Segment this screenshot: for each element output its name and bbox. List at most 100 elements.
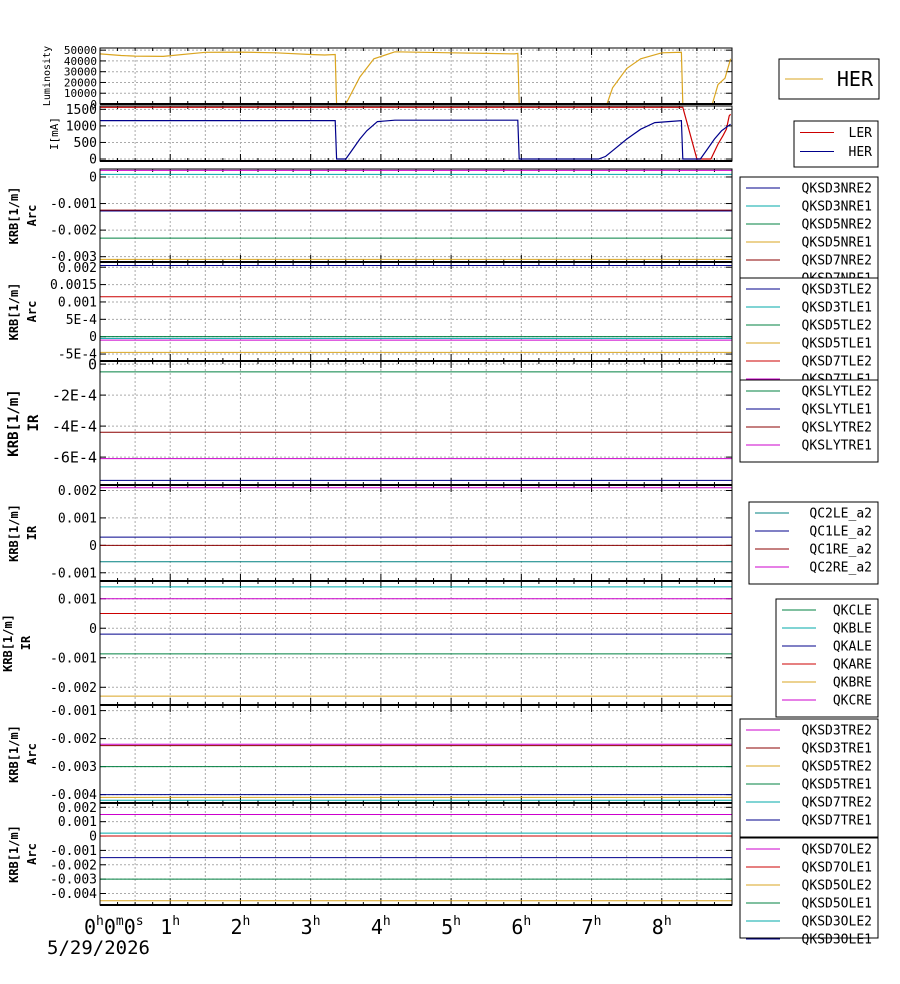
legend-entry: QKCLE bbox=[833, 604, 872, 619]
y-axis-label: KRB[1/m] bbox=[7, 825, 21, 883]
x-tick-label: 6h bbox=[511, 914, 531, 939]
y-tick-label: -0.003 bbox=[50, 873, 97, 888]
y-tick-label: 0 bbox=[88, 355, 97, 373]
legend-entry: QKCRE bbox=[833, 694, 872, 709]
y-tick-label: -0.004 bbox=[50, 887, 97, 902]
y-axis-label: KRB[1/m] bbox=[7, 283, 21, 341]
legend-entry: QKALE bbox=[833, 640, 872, 655]
legend-entry: QKSD7TRE2 bbox=[802, 796, 872, 811]
legend-entry: QKSLYTRE2 bbox=[802, 421, 872, 436]
legend-entry: QC2LE_a2 bbox=[809, 507, 872, 522]
y-tick-label: 0.001 bbox=[58, 592, 97, 607]
legend-ir-slyt: QKSLYTLE2 QKSLYTLE1 QKSLYTRE2 QKSLYTRE1 bbox=[739, 379, 879, 463]
legend-entry: HER bbox=[837, 67, 874, 91]
series-her-line bbox=[100, 119, 731, 160]
x-tick-label: 8h bbox=[652, 914, 672, 939]
legend-entry: LER bbox=[849, 126, 873, 141]
y-tick-label: -0.001 bbox=[50, 566, 97, 581]
y-axis-label: KRB[1/m] bbox=[7, 504, 21, 562]
y-tick-label: 5E-4 bbox=[66, 313, 97, 328]
y-tick-label: -0.002 bbox=[50, 224, 97, 239]
y-axis-label: KRB[1/m] bbox=[7, 187, 21, 245]
legend-arc-tre: QKSD3TRE2 QKSD3TRE1 QKSD5TRE2 QKSD5TRE1 QKSD… bbox=[739, 718, 879, 838]
legend-entry: QC2RE_a2 bbox=[809, 561, 872, 576]
legend-entry: QC1LE_a2 bbox=[809, 525, 872, 540]
legend-box bbox=[793, 120, 879, 168]
y-tick-label: 10000 bbox=[64, 87, 97, 100]
legend-current: LER HER bbox=[793, 120, 879, 168]
y-tick-label: -0.001 bbox=[50, 844, 97, 859]
y-tick-label: -0.002 bbox=[50, 681, 97, 696]
legend-entry: QKBLE bbox=[833, 622, 872, 637]
panel-ir-slyt: -6E-4 -4E-4 -2E-4 0 KRB[1/m] IR bbox=[6, 355, 733, 486]
panel-ir-qc: -0.001 0 0.001 0.002 KRB[1/m] IR bbox=[7, 484, 733, 582]
panel-arc-nre: -0.003 -0.002 -0.001 0 KRB[1/m] Arc bbox=[7, 168, 733, 265]
x-tick-label: 1h bbox=[160, 914, 180, 939]
legend-entry: HER bbox=[849, 145, 873, 160]
legend-box bbox=[739, 176, 879, 296]
legend-entry: QKSLYTLE2 bbox=[802, 385, 872, 400]
y-axis-label: I[mA] bbox=[48, 117, 61, 150]
y-tick-label: -0.003 bbox=[50, 760, 97, 775]
y-axis-label: KRB[1/m] bbox=[6, 389, 22, 456]
legend-box bbox=[739, 379, 879, 463]
y-axis-sublabel: Arc bbox=[25, 743, 39, 765]
y-tick-label: 0.001 bbox=[58, 511, 97, 526]
y-tick-label: 0 bbox=[89, 153, 97, 168]
x-tick-label: 5h bbox=[441, 914, 461, 939]
panel-arc-tre: -0.004 -0.003 -0.002 -0.001 KRB[1/m] Arc bbox=[7, 704, 733, 804]
legend-box bbox=[739, 718, 879, 838]
y-tick-label: 0 bbox=[89, 830, 97, 845]
plot-frame bbox=[99, 802, 733, 906]
legend-entry: QKSD7OLE2 bbox=[802, 843, 872, 858]
y-axis-label: KRB[1/m] bbox=[1, 614, 15, 672]
legend-entry: QKSD7OLE1 bbox=[802, 861, 872, 876]
y-tick-label: -0.001 bbox=[50, 197, 97, 212]
y-axis-sublabel: Arc bbox=[25, 205, 39, 227]
y-tick-label: 0 bbox=[89, 622, 97, 637]
legend-entry: QKSLYTRE1 bbox=[802, 439, 872, 454]
x-tick-label: 7h bbox=[582, 914, 602, 939]
y-tick-label: 1500 bbox=[66, 103, 97, 118]
y-tick-label: -5E-4 bbox=[58, 348, 97, 363]
x-tick-label: 3h bbox=[301, 914, 321, 939]
series-ler-line bbox=[100, 106, 732, 160]
legend-box bbox=[775, 598, 879, 718]
legend-box bbox=[748, 501, 879, 585]
legend-entry: QKSD3TLE1 bbox=[802, 301, 872, 316]
legend-entry: QKSD3OLE1 bbox=[802, 933, 872, 948]
legend-entry: QKSD3TRE2 bbox=[802, 724, 872, 739]
y-tick-label: 500 bbox=[74, 136, 97, 151]
y-tick-label: 0.002 bbox=[58, 484, 97, 499]
y-tick-label: 0 bbox=[89, 330, 97, 345]
y-tick-label: 0 bbox=[89, 171, 97, 186]
legend-arc-ole: QKSD7OLE2 QKSD7OLE1 QKSD5OLE2 QKSD5OLE1 QKSD… bbox=[739, 837, 879, 948]
y-tick-label: 40000 bbox=[64, 55, 97, 68]
y-tick-label: -6E-4 bbox=[52, 448, 97, 466]
y-axis-sublabel: IR bbox=[19, 635, 33, 650]
y-tick-label: -4E-4 bbox=[52, 417, 97, 435]
y-tick-label: 0.002 bbox=[58, 261, 97, 276]
legend-entry: QKSD5OLE2 bbox=[802, 879, 872, 894]
series-her-line bbox=[100, 51, 732, 104]
y-tick-label: -2E-4 bbox=[52, 386, 97, 404]
y-tick-label: 30000 bbox=[64, 66, 97, 79]
legend-entry: QKSD3TLE2 bbox=[802, 283, 872, 298]
y-tick-label: 0 bbox=[90, 98, 97, 111]
legend-arc-nre: QKSD3NRE2 QKSD3NRE1 QKSD5NRE2 QKSD5NRE1 QKSD… bbox=[739, 176, 879, 296]
legend-luminosity: HER bbox=[778, 58, 880, 100]
y-tick-label: 0.001 bbox=[58, 815, 97, 830]
y-tick-label: 0.001 bbox=[58, 295, 97, 310]
legend-entry: QKSD5TLE2 bbox=[802, 319, 872, 334]
legend-entry: QKBRE bbox=[833, 676, 872, 691]
legend-entry: QKSD3NRE1 bbox=[802, 200, 872, 215]
legend-entry: QKSD5TRE1 bbox=[802, 778, 872, 793]
y-axis-sublabel: Arc bbox=[25, 301, 39, 323]
panel-arc-tle: -5E-4 0 5E-4 0.001 0.0015 0.002 KRB[1/m] Arc bbox=[7, 261, 733, 363]
legend-entry: QKSD3NRE2 bbox=[802, 182, 872, 197]
y-axis-sublabel: Arc bbox=[25, 843, 39, 865]
y-tick-label: -0.002 bbox=[50, 858, 97, 873]
y-tick-label: -0.001 bbox=[50, 651, 97, 666]
